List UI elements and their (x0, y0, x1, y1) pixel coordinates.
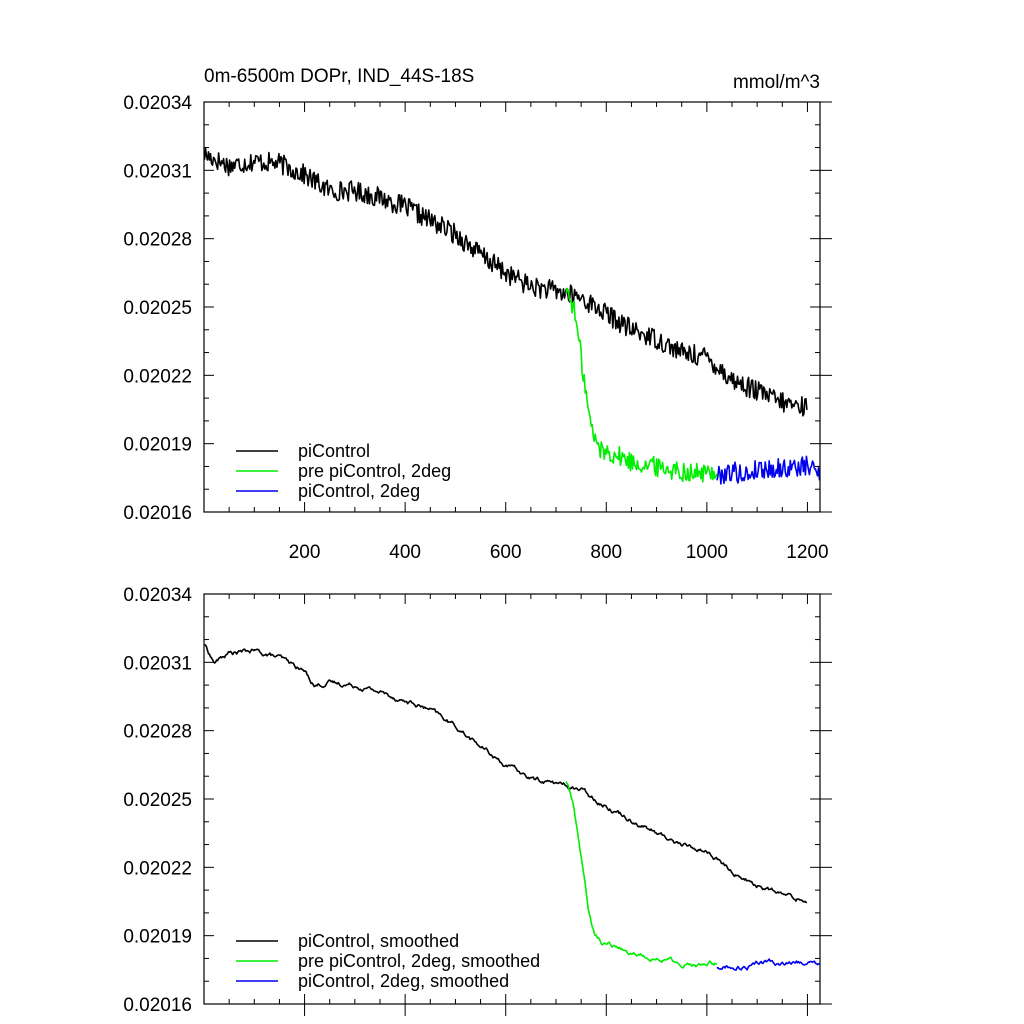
top-ticks-group: 200 400 600 800 1000 1200 0.02016 0.02019 0.0202… (123, 93, 832, 563)
bottom-y-tick-label: 0.02031 (123, 653, 192, 674)
top-legend-label-2: pre piControl, 2deg (298, 461, 451, 481)
top-y-tick-label: 0.02019 (123, 435, 192, 456)
top-y-tick-label: 0.02028 (123, 230, 192, 251)
top-y-tick-label: 0.02031 (123, 161, 192, 182)
top-y-tick-label: 0.02025 (123, 298, 192, 319)
units-label: mmol/m^3 (733, 72, 820, 93)
top-legend-label-3: piControl, 2deg (298, 481, 420, 501)
top-title: 0m-6500m DOPr, IND_44S-18S (204, 66, 474, 87)
top-series-group (203, 147, 821, 485)
top-series-line-3 (716, 455, 821, 485)
bottom-plot-frame (203, 593, 821, 1005)
top-x-tick-label: 200 (289, 542, 321, 563)
bottom-series-line-3 (716, 958, 820, 971)
top-x-tick-label: 800 (590, 542, 622, 563)
bottom-legend-label-3: piControl, 2deg, smoothed (298, 971, 509, 991)
bottom-y-tick-label: 0.02022 (123, 858, 192, 879)
top-series-line-2 (565, 287, 718, 483)
top-legend-label-1: piControl (298, 441, 370, 461)
top-x-tick-label: 600 (490, 542, 522, 563)
top-x-tick-label: 1000 (686, 542, 728, 563)
bottom-y-tick-label: 0.02028 (123, 722, 192, 743)
bottom-series-line-1 (204, 644, 808, 904)
top-series-line-1 (203, 147, 808, 417)
top-panel: 0m-6500m DOPr, IND_44S-18S mmol/m^3 200 4… (123, 66, 832, 563)
top-x-tick-label: 400 (389, 542, 421, 563)
bottom-y-tick-label: 0.02016 (123, 995, 192, 1016)
bottom-legend-label-1: piControl, smoothed (298, 931, 459, 951)
bottom-panel: 0.02016 0.02019 0.02022 0.02025 0.02028 0.020… (123, 585, 832, 1016)
top-x-tick-label: 1200 (786, 542, 828, 563)
top-y-tick-label: 0.02016 (123, 503, 192, 524)
bottom-y-tick-label: 0.02025 (123, 790, 192, 811)
bottom-series-group (204, 644, 820, 971)
bottom-ticks-group: 0.02016 0.02019 0.02022 0.02025 0.02028 0.020… (123, 585, 832, 1016)
bottom-series-line-2 (565, 781, 717, 969)
bottom-y-tick-label: 0.02034 (123, 585, 192, 606)
top-plot-frame (203, 101, 821, 513)
top-y-tick-label: 0.02022 (123, 366, 192, 387)
top-y-tick-label: 0.02034 (123, 93, 192, 114)
bottom-legend-label-2: pre piControl, 2deg, smoothed (298, 951, 540, 971)
bottom-y-tick-label: 0.02019 (123, 927, 192, 948)
